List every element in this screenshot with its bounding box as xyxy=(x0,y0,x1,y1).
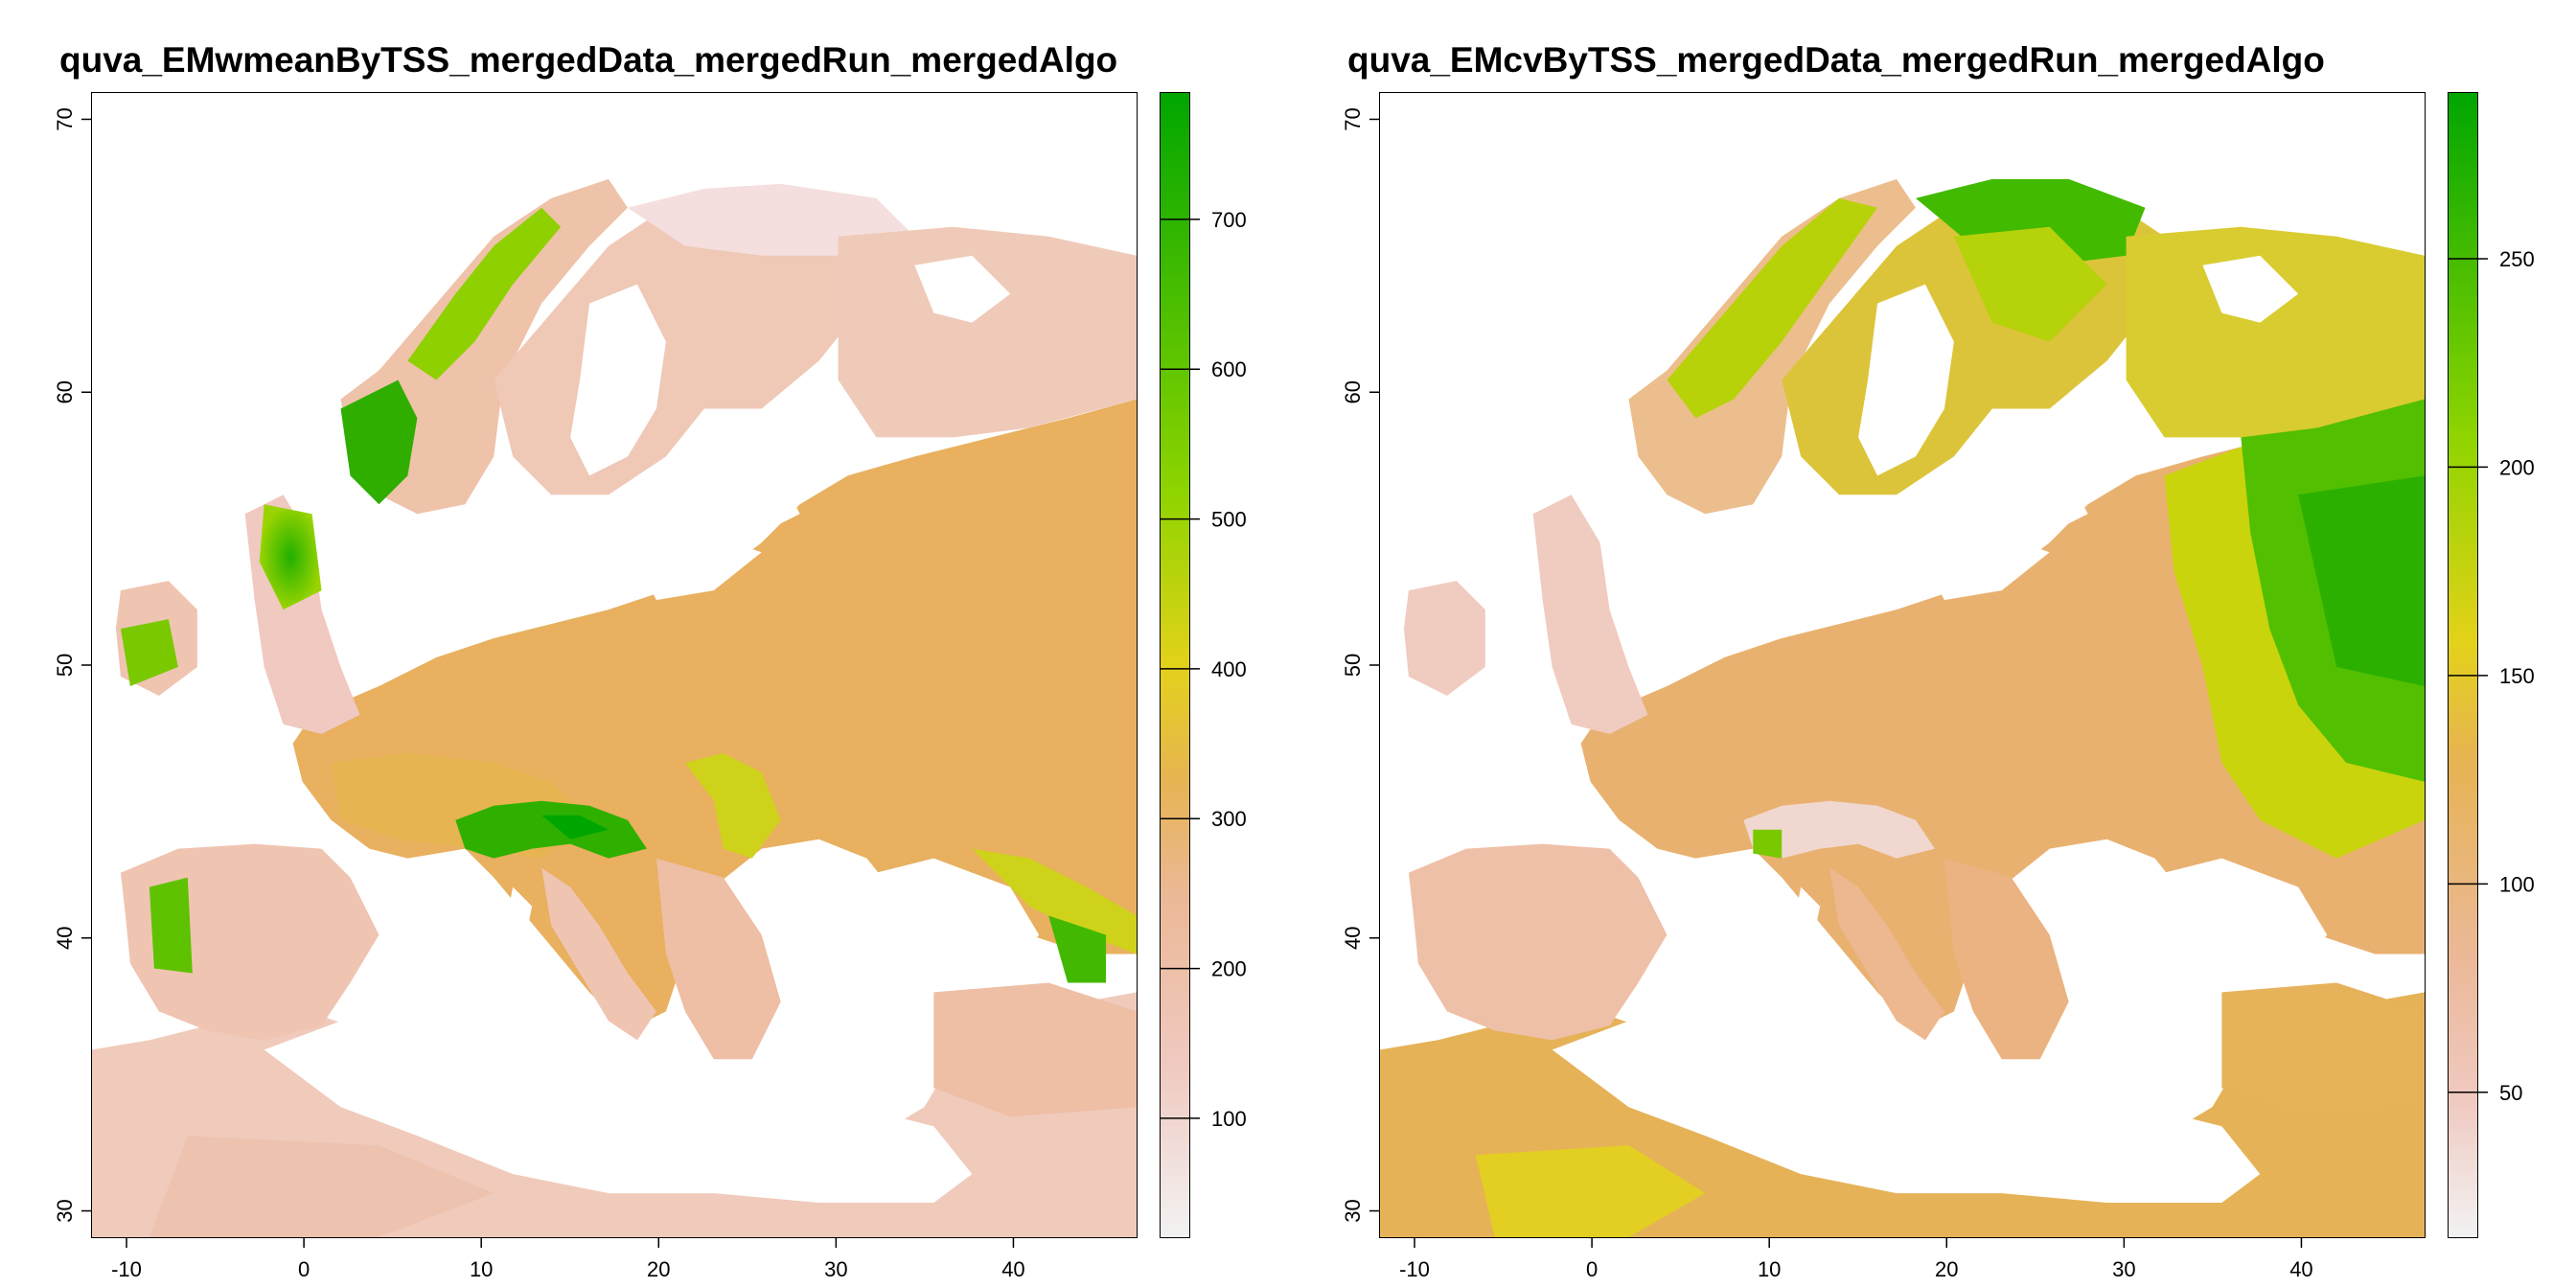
y-tick-label: 40 xyxy=(53,927,77,950)
legend-tick-label: 150 xyxy=(2499,664,2535,688)
land-italy xyxy=(541,867,656,1041)
x-tick-label: 10 xyxy=(470,1257,493,1281)
map-panel-cv: quva_EMcvByTSS_mergedData_mergedRun_merg… xyxy=(1288,0,2576,1288)
legend-tick-label: 200 xyxy=(2499,455,2535,479)
x-tick-label: -10 xyxy=(111,1257,142,1281)
y-tick-label: 30 xyxy=(53,1199,77,1222)
legend-tick-label: 400 xyxy=(1211,657,1247,681)
y-tick-label: 70 xyxy=(53,107,77,130)
sea-mediterranean xyxy=(1552,982,2261,1204)
land-alps xyxy=(455,800,647,859)
x-tick-label: -10 xyxy=(1399,1257,1430,1281)
land-britain xyxy=(1532,494,1648,734)
sea-black xyxy=(790,858,1040,988)
legend-tick-label: 200 xyxy=(1211,957,1247,981)
legend-axis: 100 200 300 400 500 600 700 xyxy=(1160,208,1247,1131)
x-tick-label: 40 xyxy=(2289,1257,2312,1281)
map-title: quva_EMwmeanByTSS_mergedData_mergedRun_m… xyxy=(59,40,1118,80)
legend-tick-label: 300 xyxy=(1211,807,1247,831)
sea-baltic xyxy=(570,284,666,476)
x-tick-label: 20 xyxy=(1935,1257,1958,1281)
x-axis: -10 0 10 20 30 40 xyxy=(111,1238,1025,1281)
sea-black xyxy=(2078,858,2328,988)
legend-tick-label: 250 xyxy=(2499,247,2535,271)
color-legend xyxy=(1160,92,1190,1238)
y-tick-label: 70 xyxy=(1341,107,1365,130)
sea-baltic xyxy=(1858,284,1954,476)
legend-tick-label: 500 xyxy=(1211,508,1247,532)
y-tick-label: 60 xyxy=(53,380,77,403)
x-axis: -10 0 10 20 30 40 xyxy=(1399,1238,2313,1281)
x-tick-label: 30 xyxy=(824,1257,847,1281)
legend-tick-label: 700 xyxy=(1211,208,1247,232)
sea-white xyxy=(914,255,1011,323)
y-axis: 30 40 50 60 70 xyxy=(53,107,91,1223)
x-tick-label: 30 xyxy=(2112,1257,2135,1281)
raster-map xyxy=(91,92,1138,1238)
legend-tick-label: 600 xyxy=(1211,357,1247,381)
land-ireland xyxy=(1403,581,1485,696)
raster-map-svg xyxy=(92,93,1137,1237)
map-title: quva_EMcvByTSS_mergedData_mergedRun_merg… xyxy=(1347,40,2325,80)
legend-tick-label: 100 xyxy=(2499,872,2535,896)
y-tick-label: 40 xyxy=(1341,927,1365,950)
legend-tick-label: 100 xyxy=(1211,1107,1247,1131)
y-tick-label: 30 xyxy=(1341,1199,1365,1222)
land-iberia xyxy=(1408,843,1668,1041)
sea-mediterranean xyxy=(264,982,973,1204)
raster-map-svg xyxy=(1380,93,2425,1237)
x-tick-label: 10 xyxy=(1758,1257,1781,1281)
y-axis: 30 40 50 60 70 xyxy=(1341,107,1379,1223)
y-tick-label: 50 xyxy=(1341,654,1365,677)
x-tick-label: 40 xyxy=(1001,1257,1024,1281)
map-panel-wmean: quva_EMwmeanByTSS_mergedData_mergedRun_m… xyxy=(53,40,1247,1281)
x-tick-label: 20 xyxy=(647,1257,670,1281)
y-tick-label: 50 xyxy=(53,654,77,677)
x-tick-label: 0 xyxy=(298,1257,310,1281)
color-legend xyxy=(2448,92,2478,1238)
y-tick-label: 60 xyxy=(1341,380,1365,403)
legend-axis: 50 100 150 200 250 xyxy=(2448,247,2535,1105)
x-tick-label: 0 xyxy=(1586,1257,1598,1281)
legend-tick-label: 50 xyxy=(2499,1081,2522,1105)
raster-map xyxy=(1379,92,2426,1238)
